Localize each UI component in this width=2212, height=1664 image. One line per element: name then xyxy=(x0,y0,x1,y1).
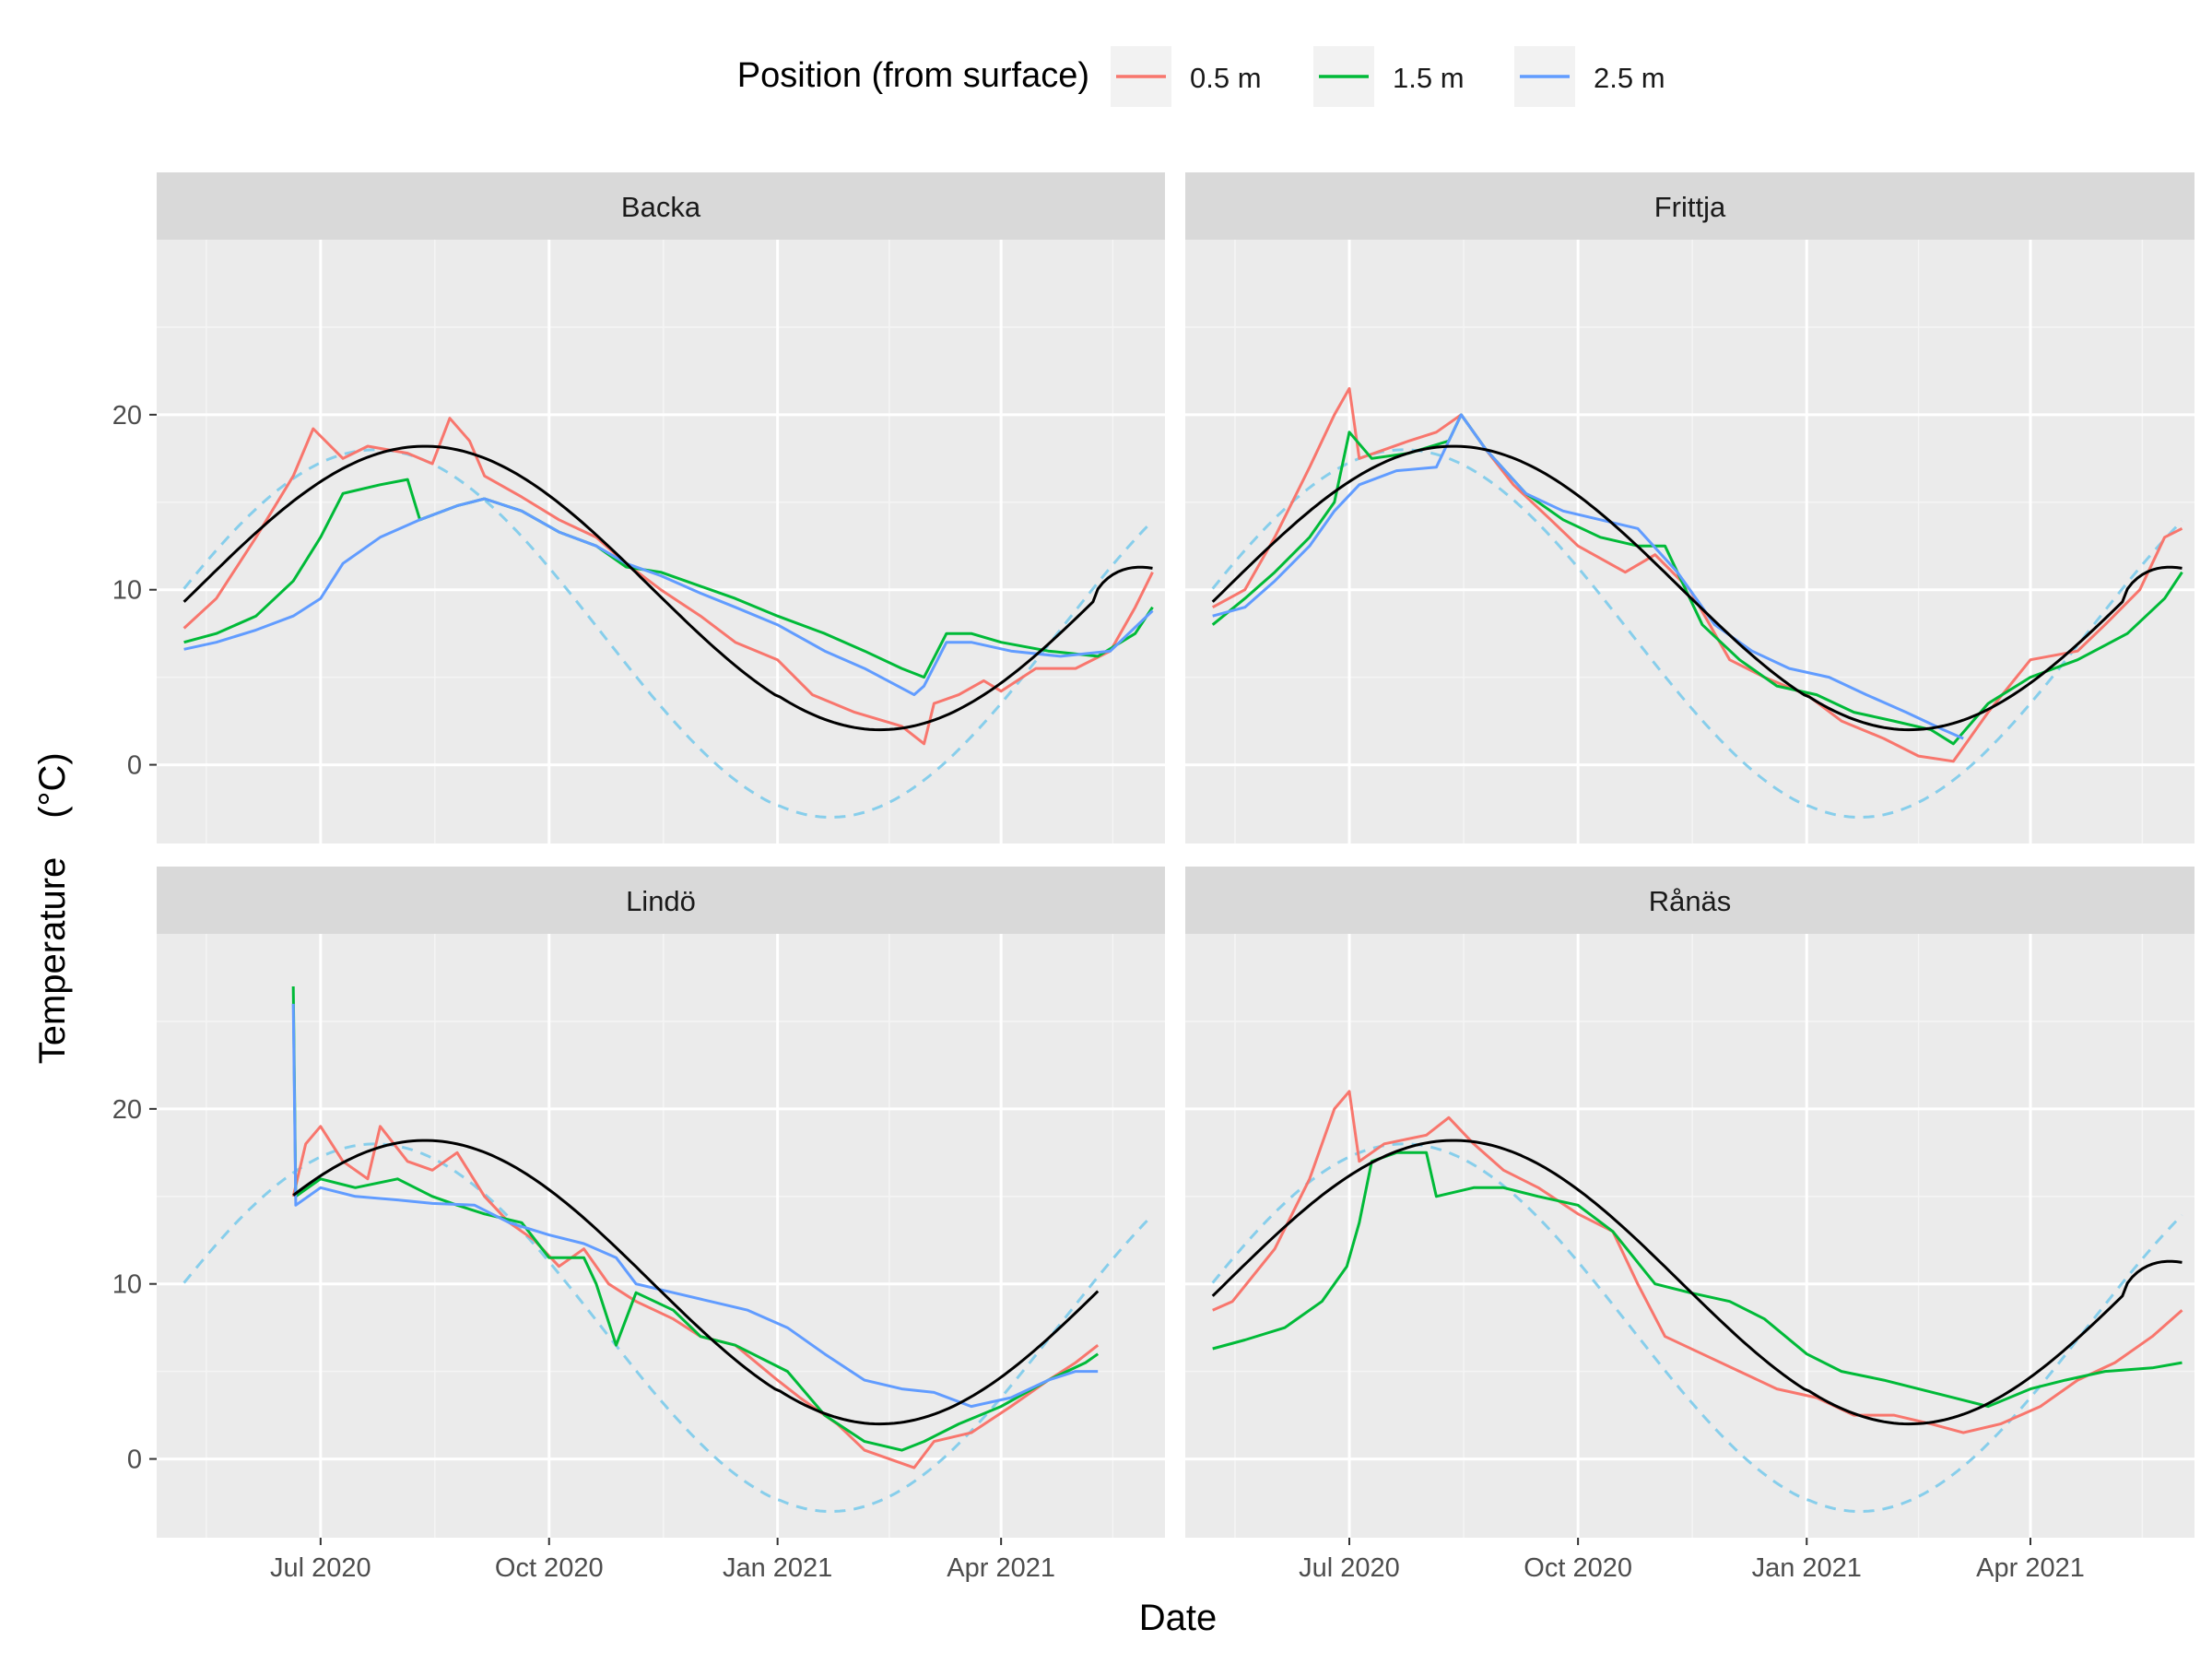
reference-dashed-line xyxy=(182,448,1154,820)
y-axis-title-text: Temperature xyxy=(32,857,73,1065)
series-line xyxy=(183,497,1154,697)
facet-panel: Rånäs Jul 2020 Oct 2020 Jan 2021 Apr 2021 xyxy=(1185,867,2194,1583)
y-tick-label: 10 xyxy=(112,576,142,606)
series-line xyxy=(1211,413,2183,746)
y-tick-label: 0 xyxy=(127,1446,142,1475)
reference-solid-line xyxy=(182,444,1153,732)
reference-dashed-line xyxy=(1211,1142,2183,1514)
facet-panel: Backa 0 10 20 xyxy=(112,172,1165,844)
facet-strip xyxy=(1185,172,2194,240)
legend-label: 2.5 m xyxy=(1594,62,1665,94)
series-line xyxy=(291,1125,1100,1469)
x-tick-label: Jul 2020 xyxy=(270,1553,371,1583)
reference-dashed-line xyxy=(182,1142,1154,1514)
plot-background xyxy=(157,934,1165,1538)
y-axis-title: Temperature (°C) xyxy=(32,752,73,1064)
legend-label: 1.5 m xyxy=(1393,62,1465,94)
reference-solid-line xyxy=(292,1139,1100,1426)
x-tick-label: Apr 2021 xyxy=(947,1553,1055,1583)
legend-entries: 0.5 m 1.5 m 2.5 m xyxy=(1111,46,1665,107)
x-tick-label: Jan 2021 xyxy=(723,1553,832,1583)
y-axis-title-unit: (°C) xyxy=(32,752,73,819)
y-tick-label: 10 xyxy=(112,1270,142,1300)
plot-background xyxy=(157,240,1165,844)
x-tick-label: Oct 2020 xyxy=(1524,1553,1632,1583)
facet-strip xyxy=(157,867,1165,934)
x-axis-title: Date xyxy=(1139,1598,1218,1638)
legend-entry: 0.5 m xyxy=(1111,46,1262,107)
facet-strip xyxy=(157,172,1165,240)
facet-panel: Frittja xyxy=(1185,172,2194,844)
legend-entry: 1.5 m xyxy=(1313,46,1465,107)
facet-strip-label: Lindö xyxy=(626,885,696,917)
reference-solid-line xyxy=(1211,1139,2183,1426)
y-tick-label: 20 xyxy=(112,1095,142,1125)
y-tick-label: 0 xyxy=(127,751,142,781)
facet-panel: Lindö 0 10 20 Jul 2020 Oct 2020 Jan 2021 Apr 20… xyxy=(112,867,1165,1583)
facet-strip-label: Frittja xyxy=(1654,191,1726,223)
series-line xyxy=(1212,413,1964,740)
x-tick-label: Jul 2020 xyxy=(1299,1553,1400,1583)
reference-solid-line xyxy=(1211,444,2183,732)
plot-background xyxy=(1185,934,2194,1538)
series-line xyxy=(291,1003,1099,1409)
series-line xyxy=(1212,1151,2183,1409)
facet-strip xyxy=(1185,867,2194,934)
series-line xyxy=(1211,386,2183,763)
plot-background xyxy=(1185,240,2194,844)
facet-strip-label: Rånäs xyxy=(1649,885,1732,917)
series-line xyxy=(1212,1090,2183,1434)
facet-strip-label: Backa xyxy=(621,191,701,223)
legend-label: 0.5 m xyxy=(1190,62,1262,94)
legend-title: Position (from surface) xyxy=(737,56,1089,95)
x-tick-label: Apr 2021 xyxy=(1976,1553,2085,1583)
legend-entry: 2.5 m xyxy=(1514,46,1665,107)
x-tick-label: Oct 2020 xyxy=(495,1553,604,1583)
series-line xyxy=(291,985,1100,1452)
x-tick-label: Jan 2021 xyxy=(1752,1553,1862,1583)
legend: Position (from surface) 0.5 m 1.5 m 2.5 m xyxy=(737,46,1665,107)
panels: Backa 0 10 20 Frittja Lindö 0 10 20 Jul 2020 Oct 2… xyxy=(112,172,2194,1583)
y-tick-label: 20 xyxy=(112,401,142,431)
